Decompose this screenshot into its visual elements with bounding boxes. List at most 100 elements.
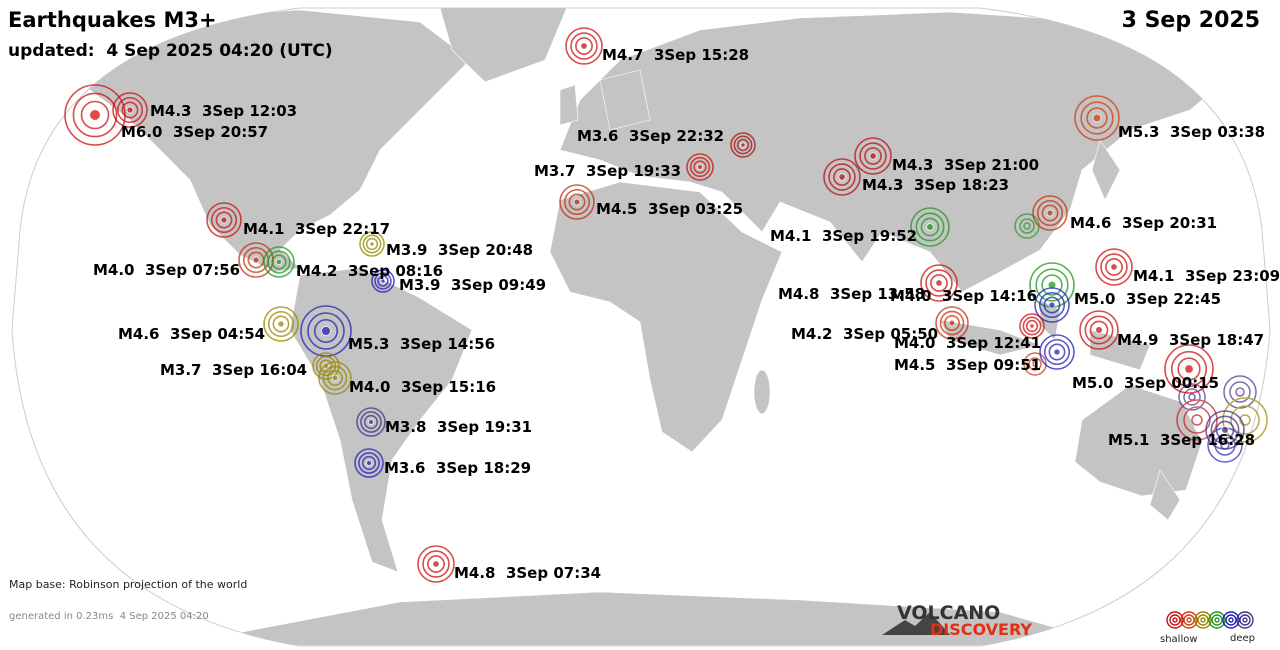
marker-ring: [925, 269, 953, 297]
quake-marker: [112, 92, 148, 128]
legend-swatch: [1166, 611, 1184, 629]
marker-dot: [1092, 113, 1102, 123]
legend-ring: [1225, 614, 1237, 626]
legend-swatch: [1194, 611, 1212, 629]
marker-ring: [930, 274, 948, 292]
marker-dot: [1053, 348, 1061, 356]
marker-dot: [1048, 301, 1056, 309]
marker-ring: [1095, 248, 1133, 286]
marker-ring: [1205, 410, 1245, 450]
marker-ring: [1036, 199, 1064, 227]
marker-ring: [263, 306, 299, 342]
quake-label: M4.3 3Sep 12:03: [150, 102, 297, 120]
marker-dot: [1184, 364, 1194, 374]
quake-label: M4.1 3Sep 19:52: [770, 227, 917, 245]
quake-marker: [1205, 410, 1245, 450]
marker-ring: [693, 160, 707, 174]
marker-dot: [697, 164, 703, 170]
quake-label: M5.3 3Sep 03:38: [1118, 123, 1265, 141]
marker-ring: [1080, 101, 1114, 135]
quake-label: M3.8 3Sep 19:31: [385, 418, 532, 436]
marker-ring: [1164, 344, 1214, 394]
generated: generated in 0.23ms 4 Sep 2025 04:20: [9, 611, 209, 622]
date: 3 Sep 2025: [1122, 8, 1260, 33]
quakes: M4.7 3Sep 15:28 M4.3 3Sep 12:03 M6.0 3Sep …: [64, 27, 1280, 583]
marker-ring: [1105, 258, 1123, 276]
marker-ring: [1084, 315, 1114, 345]
marker-dot: [838, 173, 846, 181]
quake-marker: [1039, 334, 1075, 370]
quake-marker: [356, 407, 386, 437]
marker-ring: [1041, 274, 1063, 296]
quake-label: M4.5 3Sep 09:51: [894, 356, 1041, 374]
legend-ring: [1172, 617, 1178, 623]
marker-ring: [1035, 268, 1069, 302]
quake-marker: [823, 158, 861, 196]
marker-ring: [730, 132, 756, 158]
quake-label: M4.8 3Sep 07:34: [454, 564, 601, 582]
title: Earthquakes M3+: [8, 8, 217, 32]
quake-marker: [417, 545, 455, 583]
legend-ring: [1200, 617, 1206, 623]
quake-marker: [559, 184, 595, 220]
legend-swatch: [1222, 611, 1240, 629]
land: [12, 8, 1251, 646]
quake-label: M5.1 3Sep 16:28: [1108, 431, 1255, 449]
marker-dot: [89, 109, 101, 121]
marker-ring: [363, 414, 379, 430]
quake-label: M3.6 3Sep 18:29: [384, 459, 531, 477]
marker-ring: [864, 147, 882, 165]
legend-ring: [1211, 614, 1223, 626]
quake-marker: [1019, 313, 1045, 339]
legend-ring: [1208, 611, 1226, 629]
quake-label: M5.0 3Sep 00:15: [1072, 374, 1219, 392]
legend-ring: [1186, 617, 1192, 623]
quake-label: M4.2 3Sep 08:16: [296, 262, 443, 280]
marker-ring: [354, 448, 384, 478]
marker-ring: [570, 32, 598, 60]
marker-ring: [733, 135, 753, 155]
legend-swatch: [1236, 611, 1254, 629]
quake-marker: [935, 306, 969, 340]
marker-ring: [1074, 95, 1120, 141]
marker-dot: [1046, 209, 1054, 217]
quake-marker: [1034, 287, 1070, 323]
quake-label: M4.5 3Sep 03:25: [596, 200, 743, 218]
legend-ring: [1214, 617, 1220, 623]
marker-dot: [220, 216, 228, 224]
marker-ring: [939, 310, 965, 336]
marker-ring: [1039, 334, 1075, 370]
legend-ring: [1242, 617, 1248, 623]
marker-ring: [1041, 204, 1059, 222]
quake-label: M4.3 3Sep 21:00: [892, 156, 1039, 174]
marker-ring: [736, 138, 750, 152]
marker-ring: [1079, 310, 1119, 350]
legend: [1166, 611, 1254, 629]
quake-label: M4.8 3Sep 13:58: [778, 285, 925, 303]
marker-ring: [206, 202, 242, 238]
marker-dot: [1029, 323, 1035, 329]
legend-ring: [1236, 611, 1254, 629]
marker-ring: [80, 100, 110, 130]
marker-ring: [359, 231, 385, 257]
marker-dot: [1047, 280, 1057, 290]
logo-line1: VOLCANO: [897, 602, 1000, 624]
marker-ring: [1034, 287, 1070, 323]
marker-ring: [1025, 319, 1039, 333]
marker-ring: [1100, 253, 1128, 281]
legend-ring: [1197, 614, 1209, 626]
quake-label: M4.0 3Sep 07:56: [93, 261, 240, 279]
marker-ring: [210, 206, 238, 234]
marker-ring: [1043, 296, 1061, 314]
marker-ring: [371, 269, 395, 293]
marker-ring: [823, 158, 861, 196]
marker-ring: [116, 96, 144, 124]
quake-marker: [1029, 262, 1075, 308]
marker-ring: [1032, 195, 1068, 231]
marker-dot: [580, 42, 588, 50]
marker-ring: [859, 142, 887, 170]
marker-dot: [331, 374, 339, 382]
legend-shallow: shallow: [1160, 634, 1198, 645]
marker-dot: [277, 320, 285, 328]
quake-label: M5.0 3Sep 22:45: [1074, 290, 1221, 308]
